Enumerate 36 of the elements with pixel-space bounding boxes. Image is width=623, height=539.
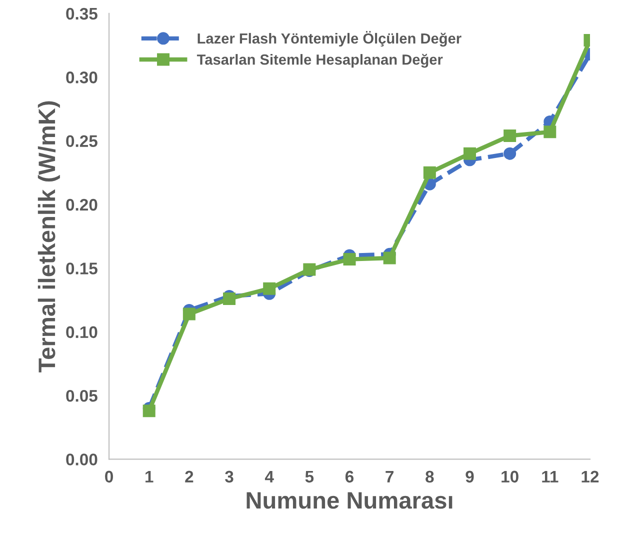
x-tick-label: 10	[502, 470, 518, 483]
point	[463, 147, 476, 160]
y-tick-label: 0.00	[66, 454, 98, 466]
point	[182, 308, 196, 320]
x-tick-label: 5	[305, 470, 314, 483]
x-tick-label: 8	[426, 470, 434, 483]
x-tick-label: 11	[542, 470, 558, 482]
point	[223, 292, 236, 306]
x-tick-label: 2	[185, 470, 194, 482]
x-tick-label: 9	[466, 470, 474, 483]
y-tick-label: 0.10	[66, 326, 98, 338]
y-tick-label: 0.20	[66, 198, 98, 211]
y-tick-label: 0.25	[66, 135, 98, 148]
x-tick-label: 1	[146, 470, 154, 482]
y-tick-label: 0.35	[66, 8, 98, 20]
point	[504, 147, 516, 160]
point	[142, 404, 156, 418]
x-tick-label: 7	[386, 470, 394, 482]
point	[544, 126, 556, 138]
legend-label: Lazer Flash Yöntemiyle Ölçülen Değer	[198, 31, 462, 47]
y-tick-label: 0.15	[66, 262, 98, 274]
legend-label: Tasarlan Sitemle Hesaplanan Değer	[196, 54, 443, 68]
x-axis-title: Numune Numarası	[246, 492, 452, 509]
point	[263, 282, 276, 295]
x-tick-label: 3	[225, 470, 234, 483]
x-tick-label: 4	[264, 470, 274, 482]
y-tick-label: 0.05	[66, 390, 98, 402]
y-axis-title: Termal iletkenlik (W/mK)	[38, 101, 60, 372]
x-tick-label: 0	[105, 470, 113, 483]
x-tick-label: 6	[345, 470, 354, 483]
point	[504, 129, 516, 142]
point	[383, 252, 396, 264]
x-tick-label: 12	[582, 470, 599, 482]
y-tick-label: 0.30	[66, 72, 98, 84]
point	[423, 166, 436, 179]
point	[343, 253, 356, 266]
